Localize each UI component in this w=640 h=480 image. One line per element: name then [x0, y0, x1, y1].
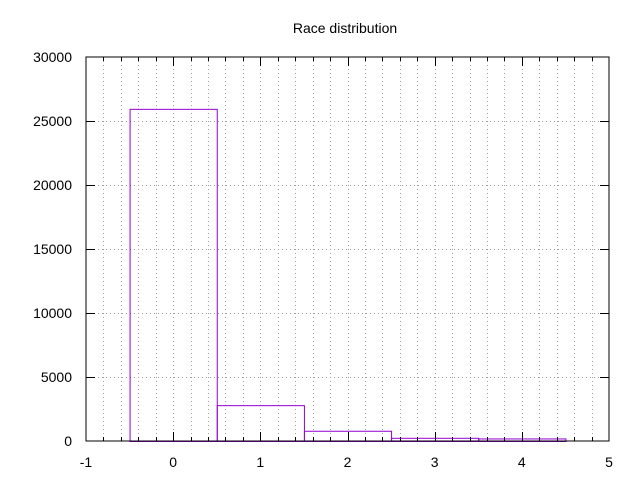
- y-tick-label: 5000: [41, 369, 72, 385]
- x-tick-label: 3: [431, 454, 439, 470]
- x-tick-label: 1: [256, 454, 264, 470]
- x-tick-label: -1: [80, 454, 93, 470]
- x-tick-label: 4: [518, 454, 526, 470]
- x-tick-label: 5: [605, 454, 613, 470]
- grid: [86, 57, 609, 441]
- x-tick-label: 0: [169, 454, 177, 470]
- y-tick-label: 25000: [33, 113, 72, 129]
- y-tick-labels: 0 5000 10000 15000 20000 25000 30000: [33, 49, 72, 449]
- y-tick-label: 0: [64, 433, 72, 449]
- x-tick-label: 2: [344, 454, 352, 470]
- ticks: [86, 57, 609, 441]
- x-tick-labels: -1 0 1 2 3 4 5: [80, 454, 613, 470]
- chart-title: Race distribution: [293, 20, 397, 36]
- y-tick-label: 15000: [33, 241, 72, 257]
- y-tick-label: 20000: [33, 177, 72, 193]
- bars: [129, 108, 567, 443]
- y-tick-label: 10000: [33, 305, 72, 321]
- y-tick-label: 30000: [33, 49, 72, 65]
- bar-0: [129, 108, 218, 442]
